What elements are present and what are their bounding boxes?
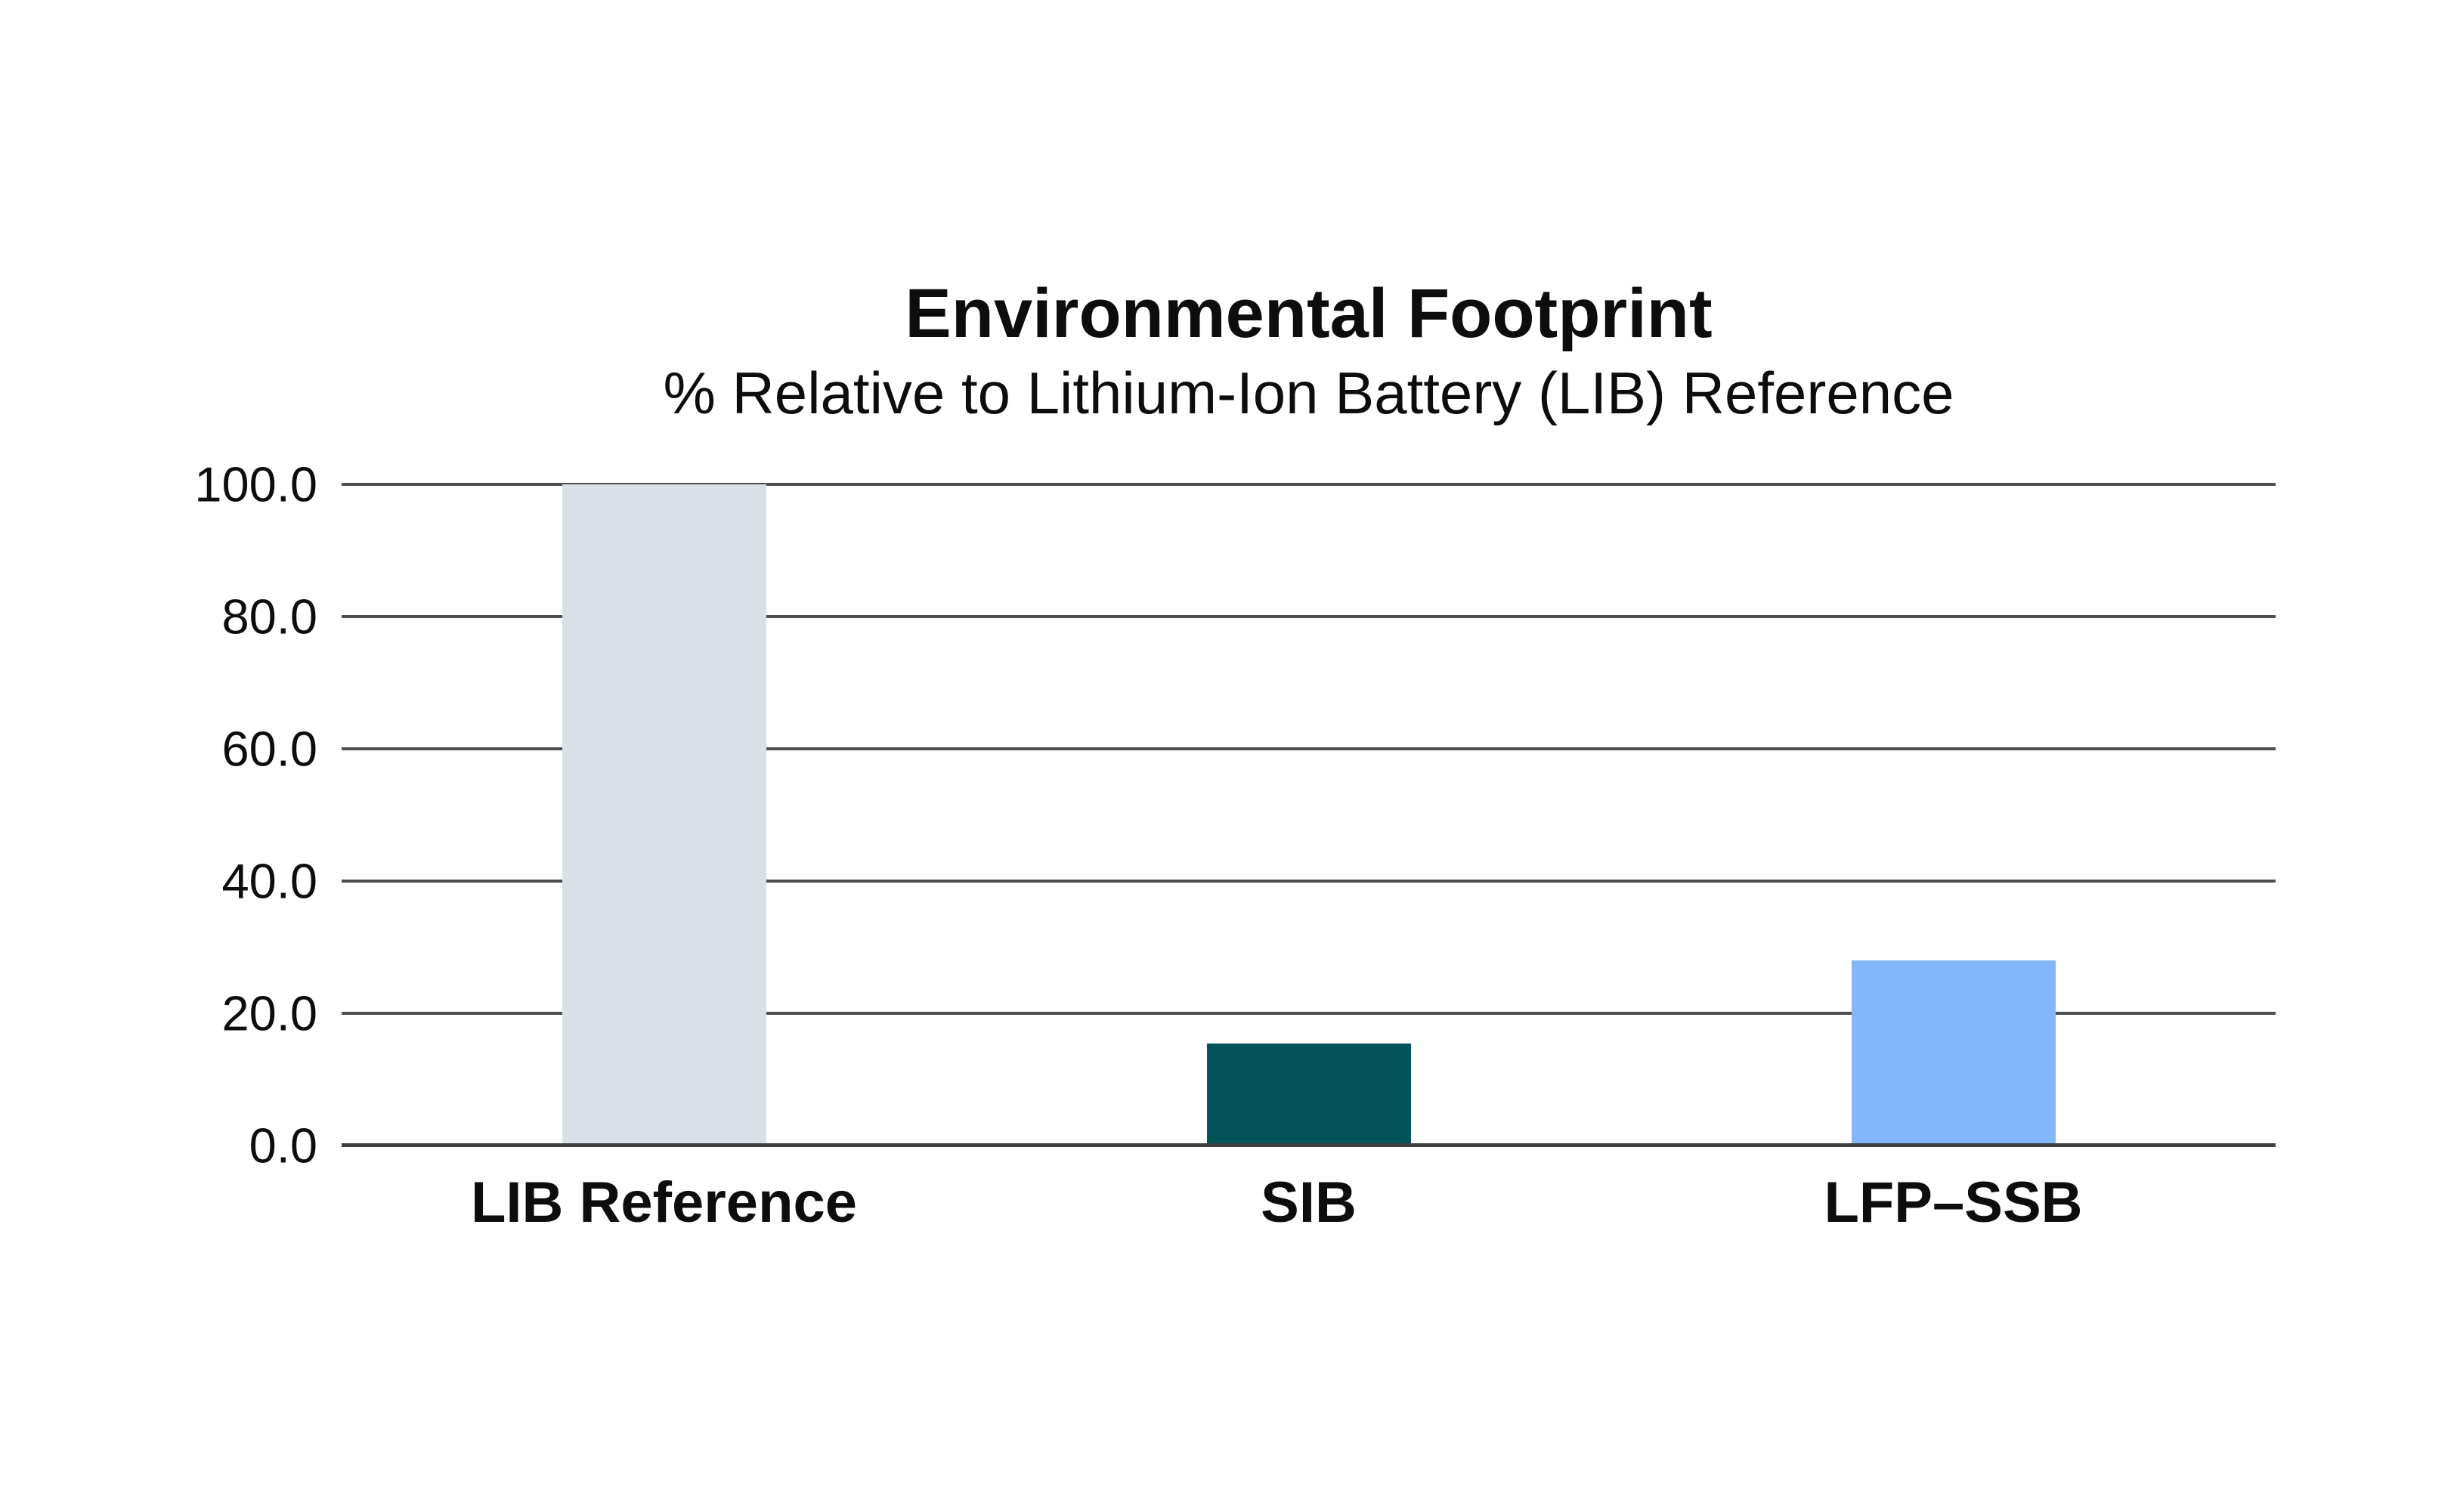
plot-area: 100.0 80.0 60.0 40.0 20.0 0.0 LIB Reference SI… <box>194 460 2276 1235</box>
bar-lib-reference <box>562 484 766 1146</box>
gridline-60.0 <box>342 747 2276 750</box>
y-tick-label-100.0: 100.0 <box>194 456 317 512</box>
gridline-20.0 <box>342 1012 2276 1015</box>
x-tick-label-lib-reference: LIB Reference <box>470 1170 858 1235</box>
x-tick-label-lfp-ssb: LFP–SSB <box>1824 1170 2083 1235</box>
chart-title: Environmental Footprint <box>905 275 1713 352</box>
bar-sib <box>1206 1044 1411 1146</box>
chart-subtitle: % Relative to Lithium-Ion Battery (LIB) … <box>663 360 1954 426</box>
x-axis-baseline <box>342 1143 2276 1147</box>
gridline-100.0 <box>342 483 2276 486</box>
y-tick-label-40.0: 40.0 <box>221 853 317 909</box>
y-tick-label-80.0: 80.0 <box>221 589 317 645</box>
gridline-80.0 <box>342 615 2276 618</box>
gridline-40.0 <box>342 880 2276 883</box>
y-tick-label-60.0: 60.0 <box>221 721 317 777</box>
y-tick-label-20.0: 20.0 <box>221 985 317 1041</box>
y-tick-label-0.0: 0.0 <box>249 1118 317 1173</box>
bar-lfp-ssb <box>1851 960 2056 1146</box>
x-tick-label-sib: SIB <box>1261 1170 1357 1235</box>
chart-header: Environmental Footprint % Relative to Li… <box>342 271 2276 429</box>
